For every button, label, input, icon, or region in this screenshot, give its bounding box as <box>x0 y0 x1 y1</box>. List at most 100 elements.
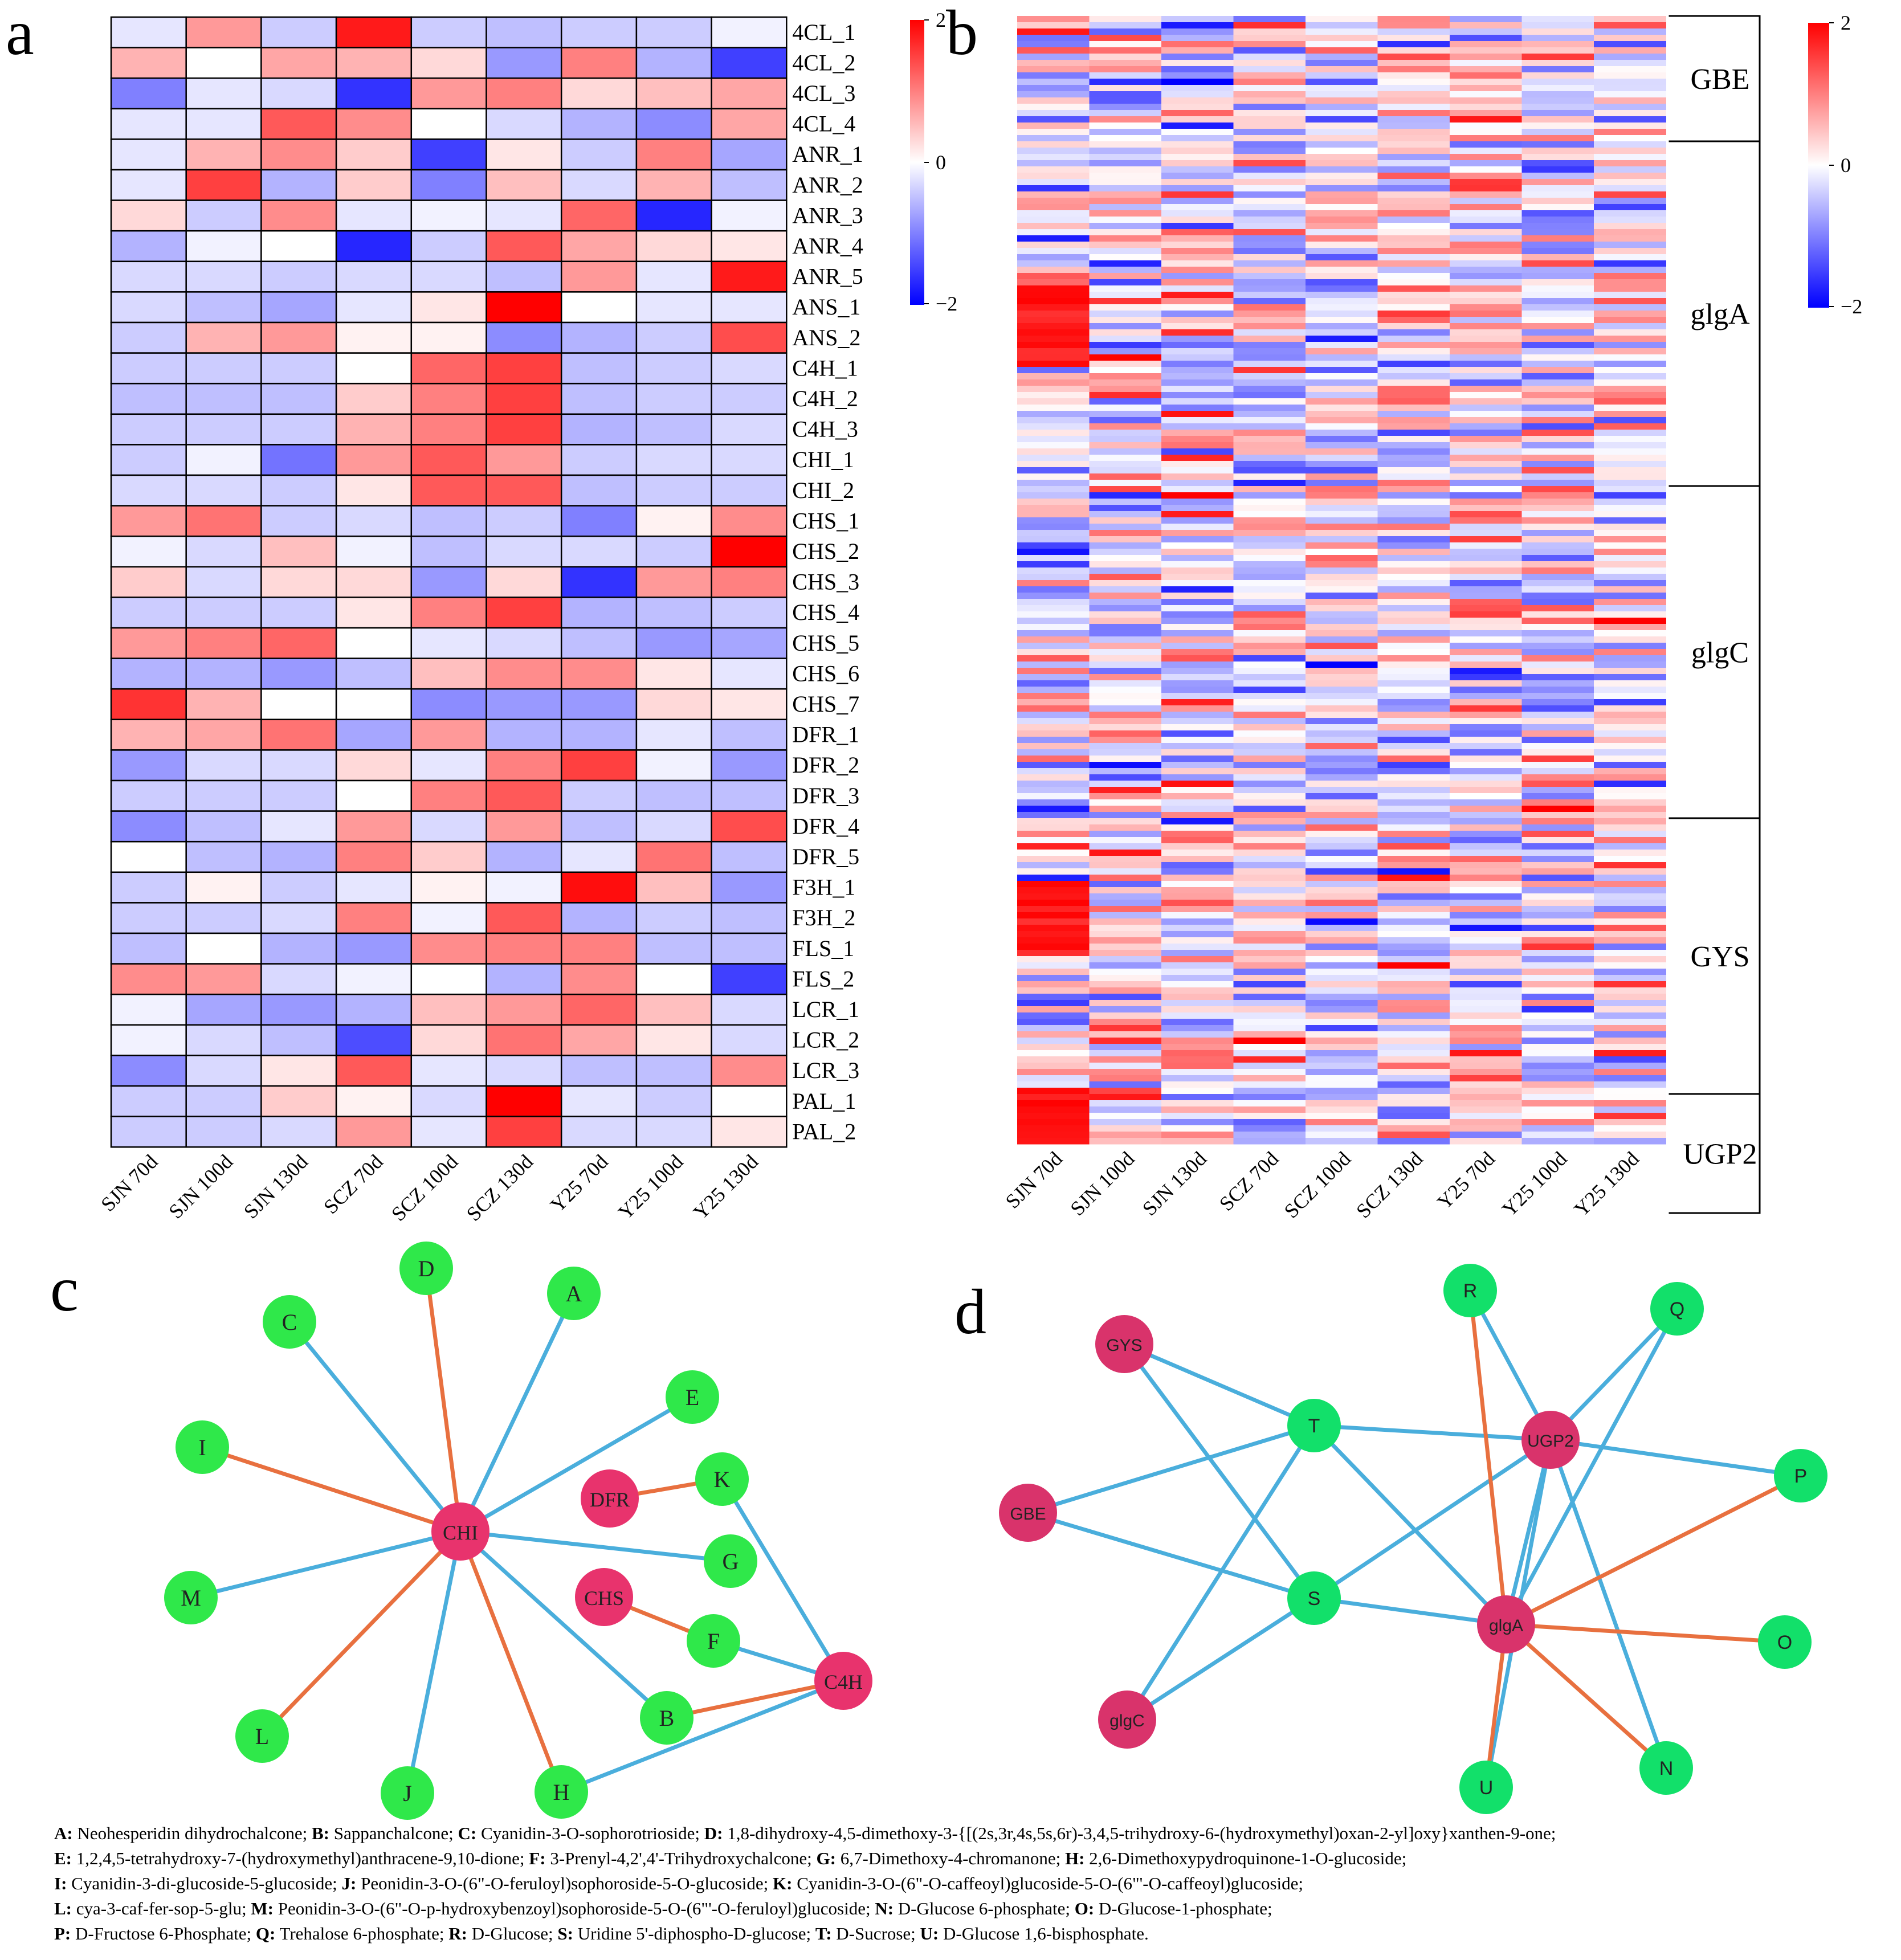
heatmap-cell <box>1089 668 1162 675</box>
heatmap-cell <box>1233 1125 1306 1132</box>
heatmap-cell <box>635 810 712 843</box>
heatmap-cell <box>1594 799 1666 806</box>
heatmap-cell <box>1377 1075 1450 1082</box>
heatmap-cell <box>1233 618 1306 624</box>
heatmap-cell <box>1306 148 1378 154</box>
heatmap-cell <box>560 871 638 904</box>
heatmap-cell <box>1306 473 1378 480</box>
heatmap-cell <box>1306 1031 1378 1038</box>
heatmap-cell <box>1017 655 1090 662</box>
heatmap-cell <box>1233 850 1306 856</box>
heatmap-cell <box>560 108 638 140</box>
heatmap-cell <box>1521 135 1594 142</box>
heatmap-cell <box>410 932 487 965</box>
heatmap-cell <box>1521 812 1594 819</box>
heatmap-cell <box>1450 624 1522 631</box>
heatmap-cell <box>1306 542 1378 549</box>
heatmap-cell <box>1594 386 1666 393</box>
heatmap-cell <box>1377 655 1450 662</box>
heatmap-cell <box>110 138 187 171</box>
heatmap-cell <box>1233 72 1306 79</box>
panel-label-a: a <box>6 0 34 68</box>
heatmap-cell <box>1233 1081 1306 1088</box>
heatmap-cell <box>1450 1075 1522 1082</box>
heatmap-cell <box>1017 680 1090 687</box>
heatmap-cell <box>1306 774 1378 781</box>
heatmap-cell <box>1233 636 1306 643</box>
heatmap-cell <box>1377 643 1450 650</box>
heatmap-cell <box>1594 643 1666 650</box>
heatmap-cell <box>1377 336 1450 342</box>
heatmap-cell <box>1521 1063 1594 1069</box>
heatmap-cell <box>1161 1044 1234 1051</box>
heatmap-cell <box>711 47 788 79</box>
heatmap-cell <box>1233 317 1306 324</box>
heatmap-cell <box>1017 806 1090 812</box>
heatmap-cell <box>1377 486 1450 493</box>
legend-description: Cyanidin-3-O-(6"-O-caffeoyl)glucoside-5-… <box>792 1873 1304 1893</box>
heatmap-cell <box>1089 1031 1162 1038</box>
node-label: G <box>723 1549 739 1574</box>
heatmap-cell <box>1450 530 1522 537</box>
heatmap-cell <box>1161 367 1234 374</box>
heatmap-cell <box>1594 768 1666 775</box>
heatmap-cell <box>1233 749 1306 756</box>
column-label: SCZ 100d <box>1280 1147 1355 1222</box>
heatmap-cell <box>1450 499 1522 505</box>
heatmap-cell <box>711 1085 788 1117</box>
heatmap-cell <box>1017 492 1090 499</box>
heatmap-cell <box>1450 593 1522 599</box>
node-T <box>1287 1399 1341 1452</box>
heatmap-cell <box>1017 66 1090 73</box>
heatmap-cell <box>1161 47 1234 54</box>
heatmap-cell <box>1377 329 1450 336</box>
heatmap-cell <box>1306 386 1378 393</box>
heatmap-cell <box>1450 348 1522 355</box>
heatmap-cell <box>1377 285 1450 292</box>
heatmap-cell <box>1161 586 1234 593</box>
heatmap-cell <box>185 963 262 995</box>
colorbar-tick-label: −2 <box>936 292 957 315</box>
heatmap-cell <box>1377 480 1450 487</box>
heatmap-cell <box>410 505 487 537</box>
heatmap-cell <box>1233 574 1306 581</box>
heatmap-cell <box>1017 906 1090 913</box>
heatmap-cell <box>1594 1038 1666 1044</box>
heatmap-cell <box>1521 843 1594 850</box>
heatmap-cell <box>1306 611 1378 618</box>
heatmap-cell <box>335 505 413 537</box>
heatmap-cell <box>1161 1006 1234 1013</box>
heatmap-cell <box>410 993 487 1026</box>
heatmap-cell <box>1233 461 1306 468</box>
heatmap-cell <box>1017 950 1090 957</box>
heatmap-cell <box>1521 605 1594 612</box>
heatmap-cell <box>1594 223 1666 230</box>
heatmap-cell <box>1521 217 1594 223</box>
heatmap-cell <box>1594 925 1666 932</box>
heatmap-cell <box>185 230 262 263</box>
node-label: E <box>686 1385 699 1410</box>
heatmap-cell <box>1521 987 1594 994</box>
heatmap-cell <box>1521 442 1594 449</box>
heatmap-cell <box>1306 436 1378 443</box>
heatmap-cell <box>1017 298 1090 305</box>
heatmap-cell <box>1161 217 1234 223</box>
heatmap-cell <box>1017 1069 1090 1076</box>
heatmap-cell <box>260 597 337 629</box>
heatmap-cell <box>1306 699 1378 706</box>
heatmap-cell <box>1377 354 1450 361</box>
heatmap-cell <box>1450 831 1522 838</box>
heatmap-cell <box>1017 198 1090 205</box>
heatmap-cell <box>560 688 638 721</box>
heatmap-cell <box>486 260 562 293</box>
heatmap-cell <box>1017 981 1090 988</box>
heatmap-cell <box>486 566 562 598</box>
heatmap-cell <box>1017 1119 1090 1126</box>
heatmap-cell <box>1594 317 1666 324</box>
heatmap-cell <box>335 840 413 873</box>
heatmap-cell <box>1233 799 1306 806</box>
heatmap-cell <box>1233 593 1306 599</box>
heatmap-cell <box>1306 329 1378 336</box>
heatmap-cell <box>1450 724 1522 731</box>
heatmap-cell <box>1233 555 1306 562</box>
